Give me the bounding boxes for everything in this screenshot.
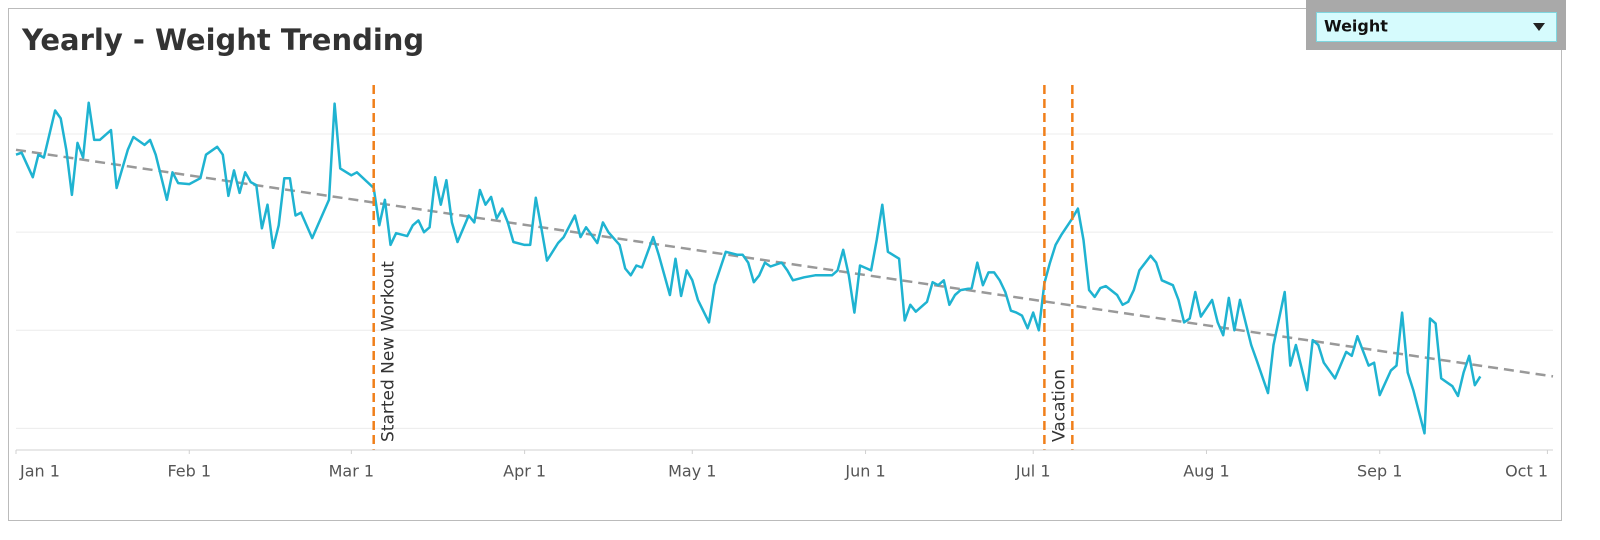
x-tick-label: Jan 1 — [19, 462, 60, 481]
x-tick-label: Aug 1 — [1183, 462, 1230, 481]
weight-line — [15, 101, 1482, 435]
chart-frame — [8, 8, 1562, 521]
reference-label: Vacation — [1049, 369, 1069, 442]
x-tick-label: Mar 1 — [329, 462, 374, 481]
reference-label: Started New Workout — [379, 261, 399, 442]
x-axis: Jan 1 Feb 1 Mar 1 Apr 1 May 1 Jun 1 Jul 1 Aug 1… — [15, 449, 1553, 481]
x-tick-label: Oct 1 — [1505, 462, 1548, 481]
dropdown-widget[interactable]: Weight — [1306, 0, 1566, 50]
dropdown-value: Weight — [1324, 17, 1388, 36]
x-tick-label: Jul 1 — [1015, 462, 1051, 481]
chart-title: Yearly - Weight Trending — [21, 23, 424, 57]
x-tick-label: Jun 1 — [844, 462, 885, 481]
dropdown-arrow[interactable] — [1533, 23, 1545, 31]
dropdown-box[interactable] — [1316, 12, 1557, 42]
trend-line — [15, 148, 1554, 378]
x-tick-label: Feb 1 — [167, 462, 211, 481]
plot: Started New Workout Vacation — [15, 85, 1554, 450]
x-tick-label: May 1 — [668, 462, 716, 481]
x-tick-label: Sep 1 — [1357, 462, 1402, 481]
x-tick-label: Apr 1 — [503, 462, 546, 481]
